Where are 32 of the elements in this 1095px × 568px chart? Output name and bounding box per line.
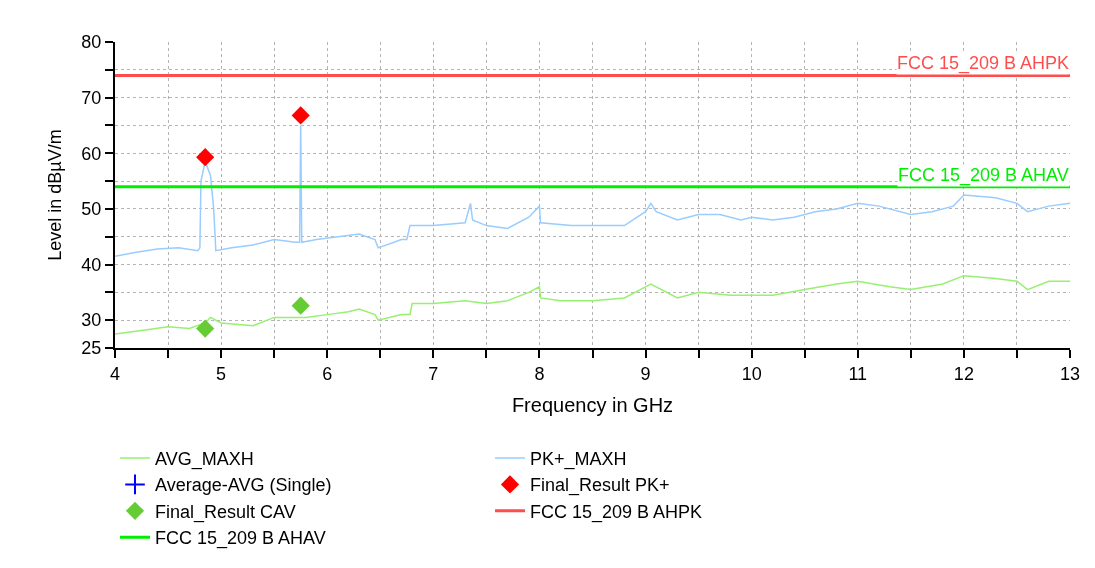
point: [196, 148, 215, 167]
y-tick-label: 80: [81, 32, 102, 53]
legend-label: Final_Result PK+: [530, 475, 670, 497]
x-tick-label: 9: [640, 363, 651, 384]
point: [196, 319, 215, 338]
x-tick-label: 4: [109, 363, 121, 384]
x-tick-label: 11: [848, 363, 868, 384]
point: [291, 106, 310, 125]
x-tick-label: 6: [322, 363, 333, 384]
text: FCC 15_209 B AHPK: [530, 501, 703, 522]
x-tick-label: 12: [953, 363, 974, 384]
y-tick-label: 25: [81, 338, 102, 359]
x-tick-label: 10: [741, 363, 762, 384]
y-axis-title: Level in dBµV/m: [45, 129, 66, 261]
x-tick-label: 13: [1059, 363, 1081, 384]
x-tick-label: 5: [216, 363, 227, 384]
text: FCC 15_209 B AHAV: [155, 528, 326, 549]
x-tick-label: 8: [534, 363, 545, 384]
point: [291, 296, 310, 315]
x-axis-title: Frequency in GHz: [511, 393, 674, 416]
ref-line-label: FCC 15_209 B AHPK: [897, 53, 1070, 74]
legend-label: Final_Result CAV: [155, 501, 296, 523]
y-tick-label: 60: [81, 143, 102, 164]
legend-label: PK+_MAXH: [530, 449, 627, 471]
ref-line-label: FCC 15_209 B AHAV: [898, 165, 1069, 186]
y-tick-label: 40: [81, 254, 102, 275]
x-tick-label: 7: [428, 363, 439, 384]
legend-label: AVG_MAXH: [155, 449, 254, 471]
y-tick-label: 70: [81, 87, 102, 108]
legend-label: Average-AVG (Single): [155, 475, 332, 496]
y-tick-label: 30: [81, 310, 102, 331]
y-tick-label: 50: [81, 199, 102, 220]
